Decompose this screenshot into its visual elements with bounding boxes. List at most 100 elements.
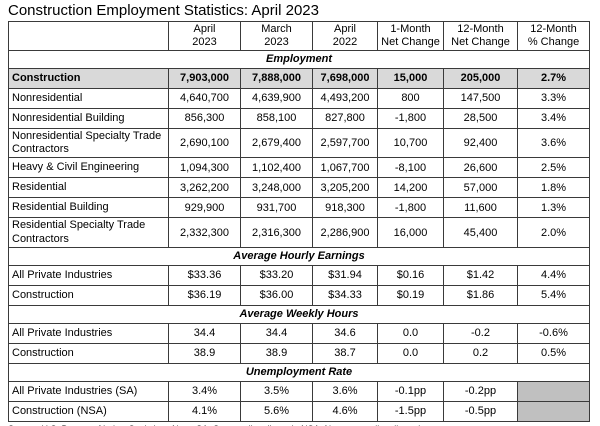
cell-value: $33.20 xyxy=(240,264,313,286)
row-label: Residential Building xyxy=(8,197,169,219)
cell-value: 3.4% xyxy=(517,107,590,129)
row-label: Residential xyxy=(8,177,169,199)
column-header: 1-Month Net Change xyxy=(377,21,444,51)
section-header-row: Employment xyxy=(8,49,590,69)
table-row: Nonresidential 4,640,700 4,639,900 4,493,20… xyxy=(8,87,590,109)
cell-value: 0.2 xyxy=(443,342,518,364)
cell-value: $36.19 xyxy=(168,284,241,306)
cell-value: 45,400 xyxy=(443,217,518,248)
cell-value: 16,000 xyxy=(377,217,444,248)
cell-value: 4,493,200 xyxy=(312,87,378,109)
cell-value: 11,600 xyxy=(443,197,518,219)
row-label: Residential Specialty Trade Contractors xyxy=(8,217,169,248)
column-header-line1: 12-Month xyxy=(457,23,504,35)
section-header-row: Average Weekly Hours xyxy=(8,304,590,324)
cell-value: 38.7 xyxy=(312,342,378,364)
cell-value: 1,067,700 xyxy=(312,157,378,179)
table-row: Nonresidential Specialty Trade Contracto… xyxy=(8,127,590,159)
table-header: April 2023 March 2023 April 2022 1-Month Net Ch… xyxy=(8,21,590,51)
cell-value: 34.4 xyxy=(168,322,241,344)
column-header-line2: Net Change xyxy=(381,35,440,48)
cell-value: 2.5% xyxy=(517,157,590,179)
cell-value: 7,698,000 xyxy=(312,67,378,89)
cell-value: 858,100 xyxy=(240,107,313,129)
cell-value: $33.36 xyxy=(168,264,241,286)
column-header-line1: April xyxy=(193,23,216,35)
table-row: Construction $36.19 $36.00 $34.33 $0.19 $1.86… xyxy=(8,284,590,306)
cell-value: 3.5% xyxy=(240,380,313,402)
cell-value: 28,500 xyxy=(443,107,518,129)
cell-value: 2.0% xyxy=(517,217,590,248)
cell-value: 1,094,300 xyxy=(168,157,241,179)
cell-value: 3.3% xyxy=(517,87,590,109)
cell-value: 1,102,400 xyxy=(240,157,313,179)
column-header: April 2023 xyxy=(168,21,241,51)
cell-value: 26,600 xyxy=(443,157,518,179)
cell-value: $34.33 xyxy=(312,284,378,306)
table-row: All Private Industries $33.36 $33.20 $31.94… xyxy=(8,264,590,286)
cell-value: 2,679,400 xyxy=(240,127,313,159)
cell-value: 2,690,100 xyxy=(168,127,241,159)
cell-value: 5.4% xyxy=(517,284,590,306)
row-label: Construction xyxy=(8,342,169,364)
cell-value: 929,900 xyxy=(168,197,241,219)
row-label: Construction xyxy=(8,67,169,89)
cell-value: 827,800 xyxy=(312,107,378,129)
cell-value: 1.8% xyxy=(517,177,590,199)
table-row: Construction 38.9 38.9 38.7 0.0 0.2 0.5% xyxy=(8,342,590,364)
cell-value: 3,248,000 xyxy=(240,177,313,199)
cell-value: 4,640,700 xyxy=(168,87,241,109)
cell-value: 3.6% xyxy=(312,380,378,402)
employment-stats-table: April 2023 March 2023 April 2022 1-Month Net Ch… xyxy=(8,21,590,422)
cell-value: 931,700 xyxy=(240,197,313,219)
cell-value: 38.9 xyxy=(168,342,241,364)
cell-value: -0.2pp xyxy=(443,380,518,402)
column-header: 12-Month Net Change xyxy=(443,21,518,51)
cell-value: 2,286,900 xyxy=(312,217,378,248)
column-header-line1: 12-Month xyxy=(530,23,577,35)
cell-value: $1.42 xyxy=(443,264,518,286)
cell-value: 10,700 xyxy=(377,127,444,159)
section-title: Average Hourly Earnings xyxy=(8,246,590,266)
cell-value: -0.1pp xyxy=(377,380,444,402)
cell-value: -0.6% xyxy=(517,322,590,344)
cell-value: 2,597,700 xyxy=(312,127,378,159)
cell-value: 2.7% xyxy=(517,67,590,89)
cell-value: $31.94 xyxy=(312,264,378,286)
cell-value: $1.86 xyxy=(443,284,518,306)
cell-value: 5.6% xyxy=(240,400,313,422)
cell-value: 2,332,300 xyxy=(168,217,241,248)
table-row: All Private Industries (SA) 3.4% 3.5% 3.6% -… xyxy=(8,380,590,402)
cell-value: 3.6% xyxy=(517,127,590,159)
column-header-line1: March xyxy=(261,23,292,35)
cell-value: $36.00 xyxy=(240,284,313,306)
cell-value: 1.3% xyxy=(517,197,590,219)
cell-value: 38.9 xyxy=(240,342,313,364)
empty-cell xyxy=(517,380,590,402)
row-label: Nonresidential Building xyxy=(8,107,169,129)
column-header: March 2023 xyxy=(240,21,313,51)
cell-value: 34.6 xyxy=(312,322,378,344)
cell-value: 7,903,000 xyxy=(168,67,241,89)
section-title: Average Weekly Hours xyxy=(8,304,590,324)
cell-value: 3.4% xyxy=(168,380,241,402)
cell-value: 3,262,200 xyxy=(168,177,241,199)
row-label: Nonresidential xyxy=(8,87,169,109)
source-note: Source: U.S. Bureau of Labor Statistics.… xyxy=(8,424,592,426)
cell-value: 4,639,900 xyxy=(240,87,313,109)
column-header-line1: April xyxy=(333,23,356,35)
cell-value: 0.5% xyxy=(517,342,590,364)
cell-value: 4.4% xyxy=(517,264,590,286)
cell-value: 34.4 xyxy=(240,322,313,344)
cell-value: 7,888,000 xyxy=(240,67,313,89)
table-row: Residential Building 929,900 931,700 918,30… xyxy=(8,197,590,219)
header-row: April 2023 March 2023 April 2022 1-Month Net Ch… xyxy=(8,21,590,51)
cell-value: $0.16 xyxy=(377,264,444,286)
table-row: Residential Specialty Trade Contractors 2… xyxy=(8,217,590,248)
row-label: Construction xyxy=(8,284,169,306)
cell-value: 856,300 xyxy=(168,107,241,129)
section-title: Unemployment Rate xyxy=(8,362,590,382)
table-row: Construction 7,903,000 7,888,000 7,698,000 1… xyxy=(8,67,590,89)
column-header-line2: 2023 xyxy=(264,35,289,48)
